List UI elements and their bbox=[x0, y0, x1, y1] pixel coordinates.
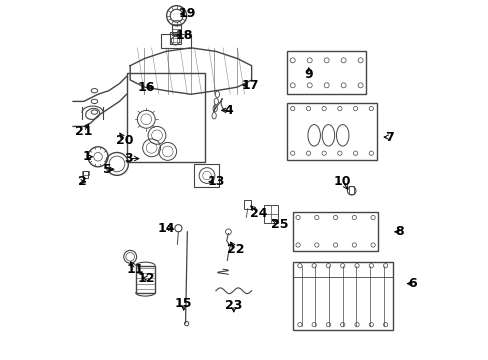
Bar bbox=[292, 212, 378, 251]
Text: 3: 3 bbox=[124, 152, 132, 165]
Bar bbox=[244, 200, 250, 208]
Bar bbox=[160, 33, 190, 48]
Bar bbox=[194, 164, 219, 187]
Text: 21: 21 bbox=[75, 125, 92, 138]
Bar bbox=[169, 32, 180, 44]
Text: 14: 14 bbox=[157, 222, 174, 235]
Text: 20: 20 bbox=[116, 134, 133, 147]
Text: 2: 2 bbox=[78, 175, 86, 188]
Text: 6: 6 bbox=[407, 277, 416, 290]
Text: 11: 11 bbox=[126, 263, 144, 276]
Text: 19: 19 bbox=[178, 8, 196, 21]
Text: 15: 15 bbox=[175, 297, 192, 310]
Text: 8: 8 bbox=[395, 225, 404, 238]
Text: 18: 18 bbox=[175, 29, 192, 42]
Bar bbox=[287, 103, 376, 160]
Bar bbox=[81, 171, 89, 175]
Text: 24: 24 bbox=[249, 207, 267, 220]
Text: 13: 13 bbox=[207, 175, 224, 188]
Text: 23: 23 bbox=[224, 298, 242, 311]
Text: 22: 22 bbox=[226, 243, 244, 256]
Text: 12: 12 bbox=[137, 272, 155, 285]
Bar bbox=[135, 266, 155, 293]
Bar bbox=[172, 25, 181, 35]
Text: 17: 17 bbox=[241, 79, 258, 92]
Text: 9: 9 bbox=[304, 68, 312, 81]
Text: 1: 1 bbox=[83, 150, 92, 163]
Text: 16: 16 bbox=[137, 81, 155, 94]
Bar bbox=[264, 205, 278, 223]
Bar bbox=[83, 171, 88, 178]
Bar bbox=[292, 262, 392, 330]
Text: 25: 25 bbox=[271, 218, 288, 231]
Bar bbox=[348, 186, 353, 194]
Text: 4: 4 bbox=[224, 104, 232, 117]
Bar bbox=[287, 51, 365, 94]
Text: 5: 5 bbox=[102, 163, 111, 176]
Text: 10: 10 bbox=[333, 175, 351, 188]
Text: 7: 7 bbox=[384, 131, 393, 144]
